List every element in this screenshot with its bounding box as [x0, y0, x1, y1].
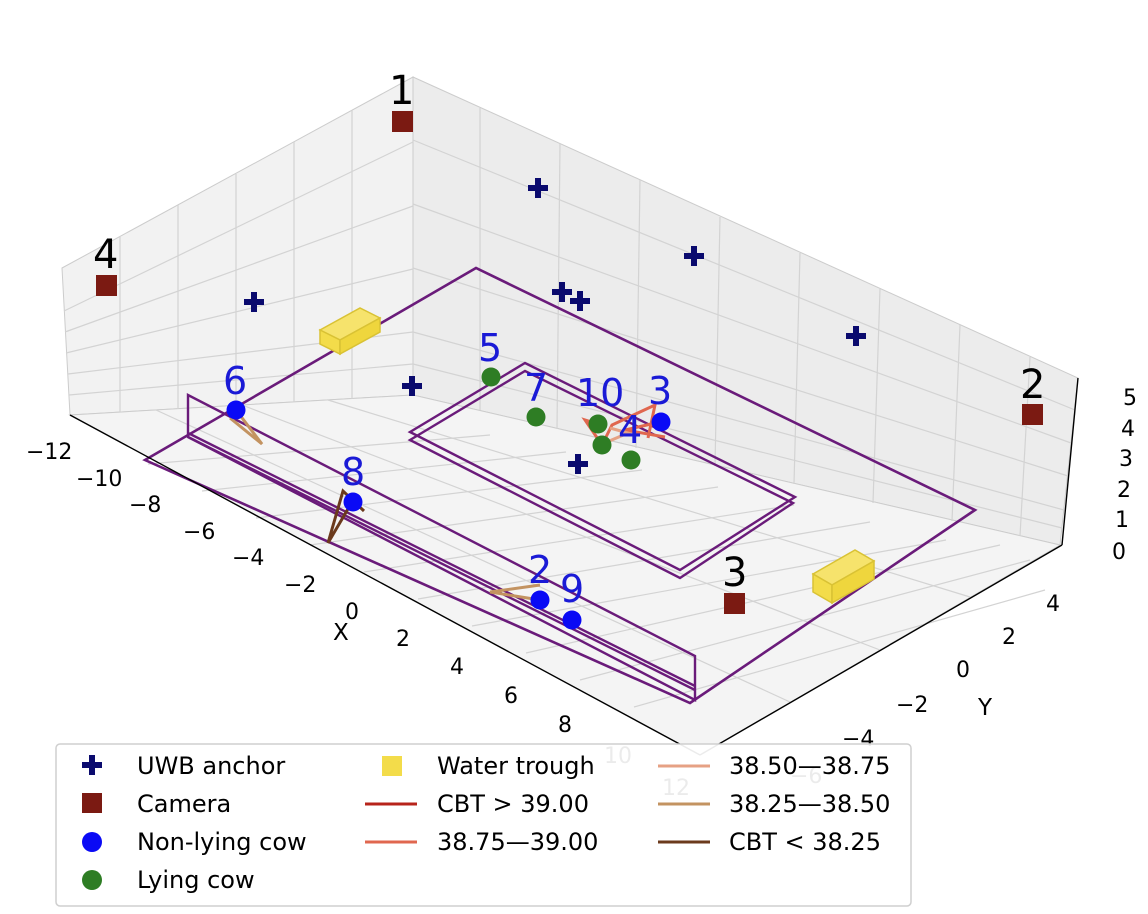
- legend-label: 38.75—39.00: [437, 828, 598, 856]
- z-tick-label: 5: [1123, 386, 1137, 411]
- cow-10-label: 10: [576, 371, 624, 415]
- cow-7-marker: [526, 407, 546, 427]
- x-tick-label: −8: [129, 493, 161, 518]
- uwb-anchor: [684, 246, 704, 266]
- camera-2-label: 2: [1020, 362, 1045, 408]
- legend-label: Non-lying cow: [137, 828, 307, 856]
- legend-label: CBT > 39.00: [437, 790, 589, 818]
- y-tick-label: −2: [896, 693, 928, 718]
- cow-2-label: 2: [528, 548, 552, 592]
- x-tick-label: 6: [504, 684, 518, 709]
- cow-3-label: 3: [648, 369, 672, 413]
- y-tick-label: 4: [1046, 592, 1060, 617]
- legend-label: Lying cow: [137, 866, 255, 894]
- y-tick-label: 0: [956, 658, 970, 683]
- x-tick-label: 4: [450, 655, 464, 680]
- legend-label: Camera: [137, 790, 231, 818]
- front-fence: [186, 393, 697, 702]
- uwb-anchor: [528, 178, 548, 198]
- cow-9-marker: [562, 610, 582, 630]
- y-axis-label: Y: [977, 695, 993, 721]
- camera-3-label: 3: [722, 550, 747, 596]
- uwb-anchors: [244, 178, 866, 474]
- legend-label: Water trough: [437, 752, 595, 780]
- cow-9-label: 9: [560, 567, 584, 611]
- z-axis-line: [1061, 377, 1079, 546]
- y-tick-label: 2: [1002, 625, 1016, 650]
- z-tick-labels: 0 1 2 3 4 5: [1112, 386, 1137, 565]
- x-tick-label: −10: [76, 467, 122, 492]
- cow-2-marker: [530, 590, 550, 610]
- legend: UWB anchor Camera Non-lying cow Lying co…: [55, 743, 912, 907]
- legend-nonlying-icon: [82, 832, 102, 852]
- trajectory-cow-10: [581, 402, 658, 448]
- legend-uwb-anchor-icon: [82, 755, 102, 775]
- legend-trough-icon: [382, 756, 402, 776]
- uwb-anchor: [244, 292, 264, 312]
- x-tick-label: −6: [183, 520, 215, 545]
- z-tick-label: 0: [1112, 540, 1126, 565]
- cow-8-marker: [343, 492, 363, 512]
- cow-5-label: 5: [478, 326, 502, 370]
- uwb-anchor: [846, 326, 866, 346]
- cow-3-marker: [651, 412, 671, 432]
- water-trough-1: [318, 307, 382, 356]
- x-tick-label: 2: [396, 627, 410, 652]
- camera-1-label: 1: [389, 68, 414, 114]
- legend-label: 38.50—38.75: [729, 752, 890, 780]
- y-axis-line: [699, 544, 1063, 756]
- legend-label: CBT < 38.25: [729, 828, 881, 856]
- camera-4-label: 4: [93, 232, 118, 278]
- legend-camera-icon: [82, 793, 102, 813]
- z-tick-label: 4: [1121, 417, 1135, 442]
- camera-2-marker: [1022, 404, 1043, 425]
- cow-7-label: 7: [524, 366, 548, 410]
- x-tick-label: −4: [232, 546, 264, 571]
- cow-6-label: 6: [223, 359, 247, 403]
- trajectory-cow-3: [624, 420, 666, 439]
- z-tick-label: 3: [1119, 447, 1133, 472]
- uwb-anchor: [552, 282, 572, 302]
- trajectory-cow-2: [489, 583, 541, 602]
- uwb-anchor: [568, 454, 588, 474]
- z-tick-label: 2: [1117, 478, 1131, 503]
- cow-6-marker: [226, 400, 246, 420]
- trajectory-cow-6: [229, 409, 264, 446]
- z-tick-label: 1: [1115, 508, 1129, 533]
- cameras: [96, 111, 1043, 614]
- cow-4-label: 4: [618, 408, 642, 452]
- water-trough-2: [811, 549, 876, 605]
- camera-3-marker: [724, 593, 745, 614]
- x-tick-label: −12: [26, 440, 72, 465]
- x-tick-label: −2: [284, 573, 316, 598]
- legend-lying-icon: [82, 870, 102, 890]
- legend-frame: [55, 743, 912, 907]
- uwb-anchor: [570, 291, 590, 311]
- inner-pen: [407, 361, 798, 580]
- x-tick-label: 0: [345, 600, 359, 625]
- cows: [226, 367, 671, 630]
- cow-4-marker: [592, 435, 612, 455]
- legend-label: UWB anchor: [137, 752, 285, 780]
- cow-4b-marker: [621, 450, 641, 470]
- legend-label: 38.25—38.50: [729, 790, 890, 818]
- x-tick-label: 8: [558, 713, 572, 738]
- cow-10-marker: [588, 414, 608, 434]
- cow-8-label: 8: [341, 450, 365, 494]
- x-axis-line: [69, 414, 701, 756]
- uwb-anchor: [402, 376, 422, 396]
- cow-5-marker: [481, 367, 501, 387]
- camera-1-marker: [392, 111, 413, 132]
- camera-4-marker: [96, 275, 117, 296]
- x-axis-label: X: [333, 620, 349, 646]
